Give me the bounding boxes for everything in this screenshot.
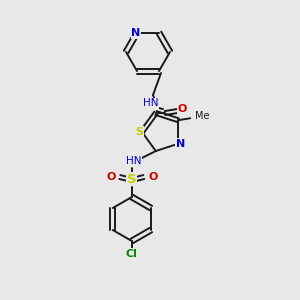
Text: N: N (131, 28, 141, 38)
Text: S: S (135, 127, 143, 137)
Text: HN: HN (126, 156, 142, 166)
Text: N: N (176, 139, 185, 149)
Text: O: O (106, 172, 116, 182)
Text: Cl: Cl (126, 249, 138, 259)
Text: O: O (177, 104, 187, 114)
Text: O: O (148, 172, 158, 182)
Text: Me: Me (195, 111, 210, 121)
Text: S: S (127, 172, 136, 185)
Text: HN: HN (143, 98, 159, 108)
